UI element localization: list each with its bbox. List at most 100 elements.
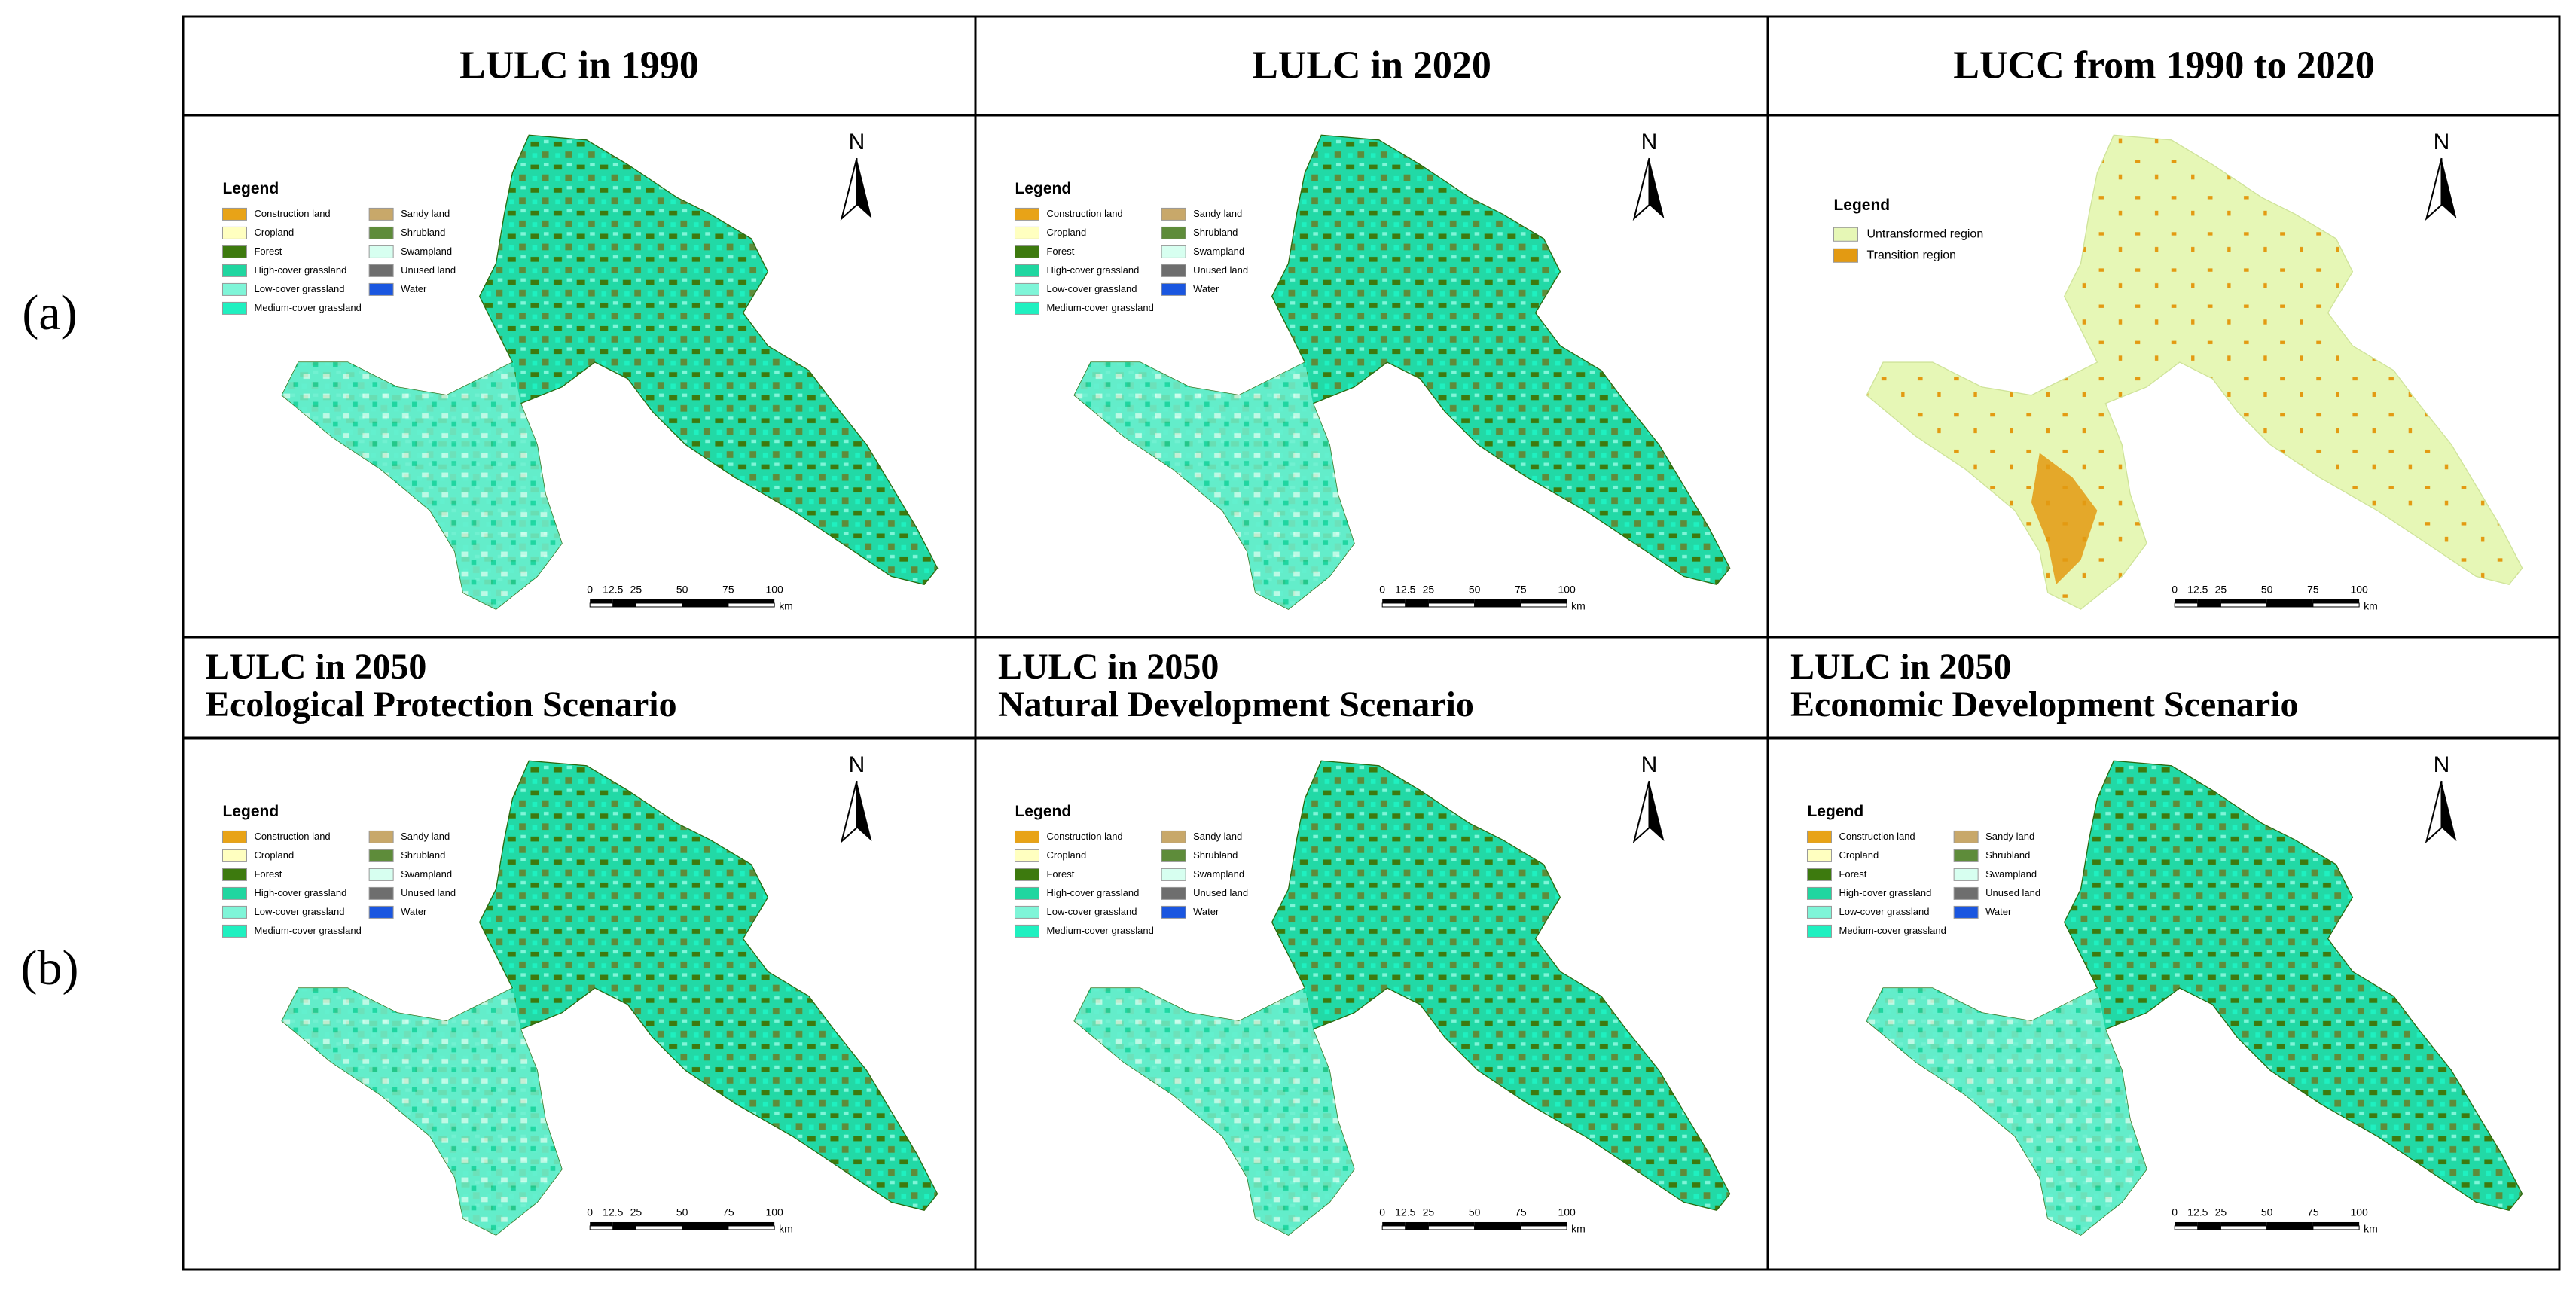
- scale-label: 0: [587, 584, 593, 596]
- panel-title: LUCC from 1990 to 2020: [1953, 44, 2374, 87]
- scale-label: 12.5: [1395, 1206, 1415, 1218]
- legend-swatch: [1953, 830, 1979, 843]
- legend-swatch: [1014, 245, 1039, 258]
- legend-label: Shrubland: [1193, 227, 1238, 238]
- scale-segment: [1520, 602, 1567, 608]
- legend-swatch: [1161, 226, 1186, 239]
- legend-label: Medium-cover grassland: [1046, 302, 1153, 313]
- legend-swatch: [1806, 886, 1832, 900]
- grid-frame: [182, 15, 2561, 1271]
- legend-swatch: [368, 264, 394, 277]
- north-label: N: [849, 130, 865, 154]
- legend-label: Swampland: [1193, 868, 1244, 880]
- scale-label: 50: [1469, 584, 1481, 596]
- scale-segment: [612, 599, 636, 603]
- legend-swatch: [368, 849, 394, 862]
- scale-segment: [612, 1221, 636, 1226]
- scale-segment: [2197, 1221, 2221, 1226]
- scale-label: 25: [2215, 1206, 2227, 1218]
- legend-swatch: [1161, 886, 1186, 900]
- legend-swatch: [1014, 207, 1039, 221]
- legend-swatch: [1806, 868, 1832, 881]
- scale-unit: km: [1571, 600, 1586, 612]
- map-region-sw: [1866, 988, 2147, 1236]
- panel-title: LULC in 2050: [1790, 647, 2011, 687]
- legend-label: Construction land: [254, 831, 330, 842]
- legend-swatch: [368, 245, 394, 258]
- legend-swatch: [1806, 849, 1832, 862]
- panel: LULC in 2020 Legend Construction land Cropl…: [1014, 44, 1731, 612]
- legend-swatch: [1161, 282, 1186, 296]
- legend-swatch: [1161, 245, 1186, 258]
- north-arrow-right: [856, 781, 872, 842]
- legend-label: High-cover grassland: [254, 264, 346, 276]
- scale-label: 12.5: [1395, 584, 1415, 596]
- legend-label: Shrubland: [401, 227, 445, 238]
- north-arrow-right: [856, 158, 872, 219]
- scale-segment: [1381, 602, 1406, 608]
- legend-swatch: [1014, 226, 1039, 239]
- legend-swatch: [1014, 264, 1039, 277]
- legend-label: Sandy land: [1193, 831, 1242, 842]
- scale-unit: km: [2364, 1223, 2378, 1235]
- legend-label: Water: [401, 283, 427, 294]
- legend-swatch: [221, 849, 247, 862]
- scale-segment: [2312, 1225, 2360, 1230]
- legend-label: Forest: [254, 245, 282, 257]
- legend-swatch: [1833, 227, 1858, 242]
- map-region-sw: [1074, 988, 1355, 1236]
- legend-label: Sandy land: [1985, 831, 2034, 842]
- legend-label: Shrubland: [401, 849, 445, 861]
- legend-label: Low-cover grassland: [254, 906, 344, 917]
- scale-label: 100: [2350, 1206, 2368, 1218]
- legend-label: Construction land: [254, 208, 330, 219]
- north-arrow-left: [1632, 780, 1650, 844]
- legend-label: Unused land: [1193, 887, 1248, 898]
- scale-segment: [2312, 599, 2360, 603]
- legend-label: Water: [401, 906, 427, 917]
- legend-swatch: [221, 301, 247, 315]
- legend-label: Transition region: [1866, 249, 1956, 262]
- legend-swatch: [1161, 264, 1186, 277]
- scale-label: 50: [676, 1206, 688, 1218]
- legend-label: Cropland: [1046, 227, 1086, 238]
- scale-segment: [1427, 1225, 1476, 1230]
- scale-segment: [728, 599, 775, 603]
- scale-segment: [1474, 602, 1521, 608]
- panel-title: Natural Development Scenario: [998, 685, 1474, 724]
- legend-swatch: [1014, 905, 1039, 919]
- legend-swatch: [368, 886, 394, 900]
- map-region-sw: [282, 988, 563, 1236]
- legend-label: Water: [1985, 906, 2012, 917]
- panel: LUCC from 1990 to 2020 Legend Untransforme…: [1833, 44, 2523, 612]
- legend-swatch: [221, 924, 247, 938]
- scale-segment: [1382, 599, 1406, 603]
- scale-label: 50: [1469, 1206, 1481, 1218]
- scale-unit: km: [1571, 1223, 1586, 1235]
- legend-label: Sandy land: [1193, 208, 1242, 219]
- legend-label: Unused land: [401, 264, 456, 276]
- scale-segment: [636, 1221, 682, 1226]
- legend-label: Sandy land: [401, 831, 450, 842]
- legend-swatch: [221, 868, 247, 881]
- legend-swatch: [221, 226, 247, 239]
- scale-label: 75: [1515, 584, 1527, 596]
- legend-label: Water: [1193, 906, 1219, 917]
- north-arrow-left: [1632, 157, 1650, 221]
- legend-swatch: [1014, 301, 1039, 315]
- scale-label: 100: [1558, 584, 1576, 596]
- scale-segment: [1428, 1221, 1475, 1226]
- panel-title: LULC in 2020: [1252, 44, 1491, 87]
- legend-title: Legend: [222, 180, 279, 197]
- scale-segment: [2197, 1225, 2221, 1230]
- scale-segment: [2174, 1225, 2199, 1230]
- scale-segment: [1427, 602, 1476, 608]
- legend-label: Low-cover grassland: [1046, 283, 1137, 294]
- legend-swatch: [1014, 830, 1039, 843]
- scale-segment: [2266, 602, 2314, 608]
- scale-label: 12.5: [603, 584, 623, 596]
- scale-segment: [2220, 602, 2268, 608]
- scale-label: 25: [630, 584, 642, 596]
- legend-label: Water: [1193, 283, 1219, 294]
